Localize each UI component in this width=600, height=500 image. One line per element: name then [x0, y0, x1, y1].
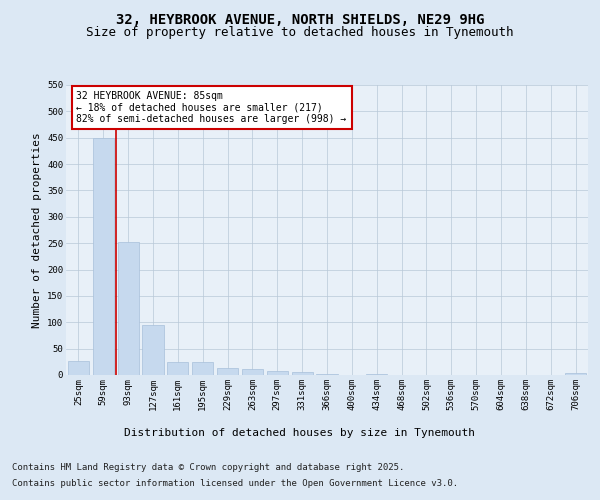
- Text: 32, HEYBROOK AVENUE, NORTH SHIELDS, NE29 9HG: 32, HEYBROOK AVENUE, NORTH SHIELDS, NE29…: [116, 12, 484, 26]
- Bar: [565, 374, 586, 375]
- Bar: [167, 362, 188, 375]
- Bar: [366, 374, 387, 375]
- Bar: [267, 371, 288, 375]
- Bar: [217, 368, 238, 375]
- Text: Contains HM Land Registry data © Crown copyright and database right 2025.: Contains HM Land Registry data © Crown c…: [12, 462, 404, 471]
- Bar: [118, 242, 139, 375]
- Bar: [292, 372, 313, 375]
- Bar: [93, 138, 114, 375]
- Bar: [192, 362, 213, 375]
- Bar: [142, 325, 164, 375]
- Bar: [242, 369, 263, 375]
- Y-axis label: Number of detached properties: Number of detached properties: [32, 132, 41, 328]
- Text: Distribution of detached houses by size in Tynemouth: Distribution of detached houses by size …: [125, 428, 476, 438]
- Text: Size of property relative to detached houses in Tynemouth: Size of property relative to detached ho…: [86, 26, 514, 39]
- Bar: [68, 361, 89, 375]
- Bar: [316, 374, 338, 375]
- Text: 32 HEYBROOK AVENUE: 85sqm
← 18% of detached houses are smaller (217)
82% of semi: 32 HEYBROOK AVENUE: 85sqm ← 18% of detac…: [76, 91, 347, 124]
- Text: Contains public sector information licensed under the Open Government Licence v3: Contains public sector information licen…: [12, 479, 458, 488]
